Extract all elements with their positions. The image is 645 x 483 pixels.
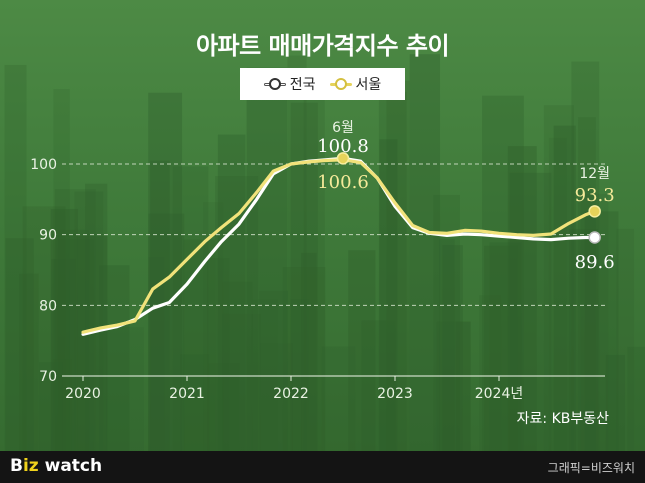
data-label: 100.8: [317, 136, 369, 157]
building-shape: [386, 80, 410, 451]
building-shape: [301, 252, 317, 451]
building-shape: [172, 166, 209, 451]
building-shape: [509, 172, 552, 451]
building-shape: [584, 211, 619, 451]
building-shape: [206, 258, 230, 451]
building-shape: [436, 321, 471, 451]
building-shape: [433, 194, 460, 452]
month-label: 6월: [332, 120, 354, 136]
building-shape: [282, 267, 326, 451]
data-label: 93.3: [575, 185, 615, 206]
building-shape: [489, 242, 522, 451]
building-shape: [51, 258, 76, 451]
building-shape: [482, 95, 524, 451]
x-tick-label: 2020: [65, 386, 101, 402]
building-shape: [39, 362, 63, 451]
building-shape: [348, 250, 376, 451]
graphic-credit: 그래픽=비즈워치: [547, 461, 635, 475]
building-shape: [548, 137, 567, 452]
building-shape: [221, 313, 261, 451]
building-shape: [22, 206, 66, 451]
legend: 전국 서울: [240, 68, 405, 100]
chart-title: 아파트 매매가격지수 추이: [195, 32, 450, 60]
peak-marker: [336, 152, 350, 165]
building-shape: [379, 139, 398, 452]
building-shape: [52, 359, 72, 451]
legend-swatch-seoul: [329, 78, 352, 90]
building-shape: [439, 239, 455, 451]
building-shape: [251, 299, 278, 451]
building-shape: [260, 343, 293, 451]
source-note: 자료: KB부동산: [516, 411, 609, 427]
building-shape: [484, 245, 518, 451]
building-shape: [507, 146, 537, 451]
building-shape: [180, 354, 210, 451]
building-shape: [378, 91, 407, 452]
building-shape: [246, 67, 288, 451]
building-shape: [543, 105, 575, 451]
building-shape: [106, 327, 144, 451]
x-tick-label: 2024년: [475, 386, 524, 402]
x-tick-label: 2021: [169, 386, 205, 402]
month-label: 12월: [579, 166, 610, 182]
building-shape: [479, 295, 502, 451]
building-shape: [5, 238, 34, 451]
building-shape: [217, 134, 246, 451]
building-shape: [57, 229, 90, 451]
building-shape: [456, 321, 471, 451]
building-shape: [553, 125, 576, 452]
building-shape: [85, 183, 108, 452]
building-shape: [627, 346, 645, 451]
legend-label-national: 전국: [289, 77, 316, 93]
building-shape: [571, 61, 600, 451]
building-shape: [77, 236, 108, 451]
legend-label-seoul: 서울: [355, 77, 382, 93]
building-shape: [4, 64, 27, 452]
building-shape: [569, 228, 599, 451]
building-shape: [215, 176, 259, 451]
data-label: 100.6: [317, 172, 369, 193]
legend-item-seoul: 서울: [329, 74, 382, 94]
building-shape: [409, 54, 441, 451]
building-shape: [55, 239, 94, 451]
building-shape: [321, 346, 356, 451]
building-shape: [208, 363, 240, 451]
x-tick-label: 2023: [377, 386, 413, 402]
y-tick-label: 100: [30, 157, 57, 173]
brand-logo: Biz watch: [10, 456, 103, 476]
building-shape: [99, 265, 130, 451]
y-tick-label: 90: [39, 228, 57, 244]
building-shape: [605, 354, 626, 451]
building-shape: [287, 55, 307, 451]
building-shape: [361, 320, 396, 451]
building-shape: [148, 213, 185, 451]
legend-swatch-national: [263, 78, 286, 90]
building-shape: [303, 88, 325, 451]
building-shape: [19, 273, 39, 451]
y-tick-label: 80: [39, 298, 57, 314]
y-tick-label: 70: [39, 369, 57, 385]
national-end-marker: [588, 231, 601, 244]
building-shape: [203, 202, 224, 451]
data-label: 89.6: [575, 252, 615, 273]
building-shape: [54, 189, 96, 451]
building-shape: [53, 89, 70, 451]
building-shape: [578, 117, 596, 451]
building-shape: [442, 245, 463, 451]
building-shape: [290, 299, 309, 451]
building-shape: [50, 208, 78, 451]
building-shape: [616, 228, 635, 451]
legend-item-national: 전국: [263, 74, 316, 94]
building-shape: [259, 290, 288, 451]
building-shape: [183, 239, 216, 451]
building-shape: [222, 281, 253, 451]
seoul-end-marker: [588, 205, 601, 218]
x-tick-label: 2022: [273, 386, 309, 402]
footer-bar: Biz watch 그래픽=비즈워치: [0, 451, 645, 483]
